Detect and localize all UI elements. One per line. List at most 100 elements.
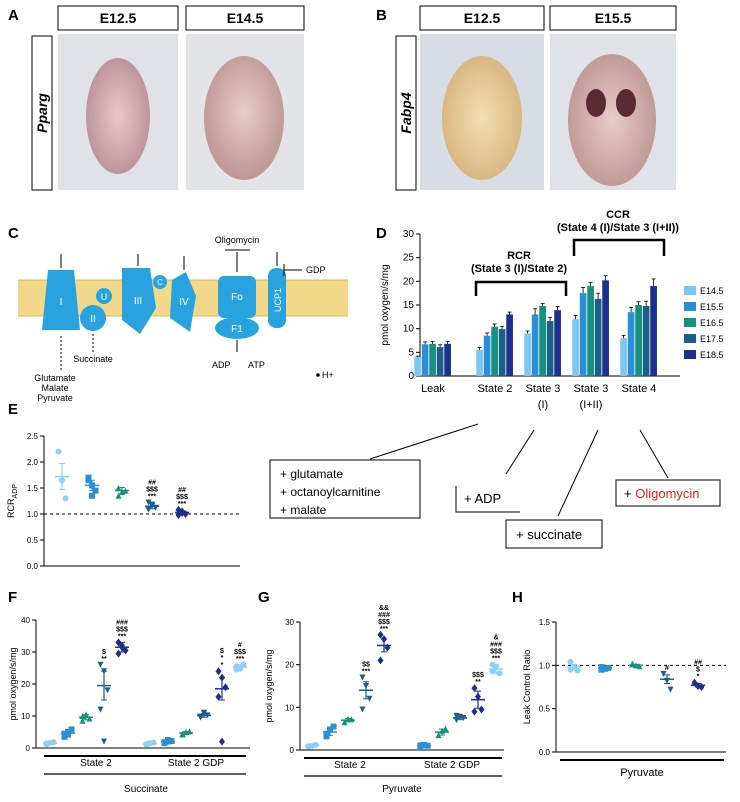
chart-g-significance-mark: *** [380, 626, 388, 633]
chart-h-significance-mark: * [697, 674, 700, 681]
chart-f-x-axis-label: Succinate [124, 784, 168, 795]
embryo-b1 [442, 56, 522, 180]
chart-f-point [79, 717, 86, 724]
oligomycin-label: Oligomycin [215, 235, 260, 245]
chart-d-bar [531, 314, 539, 376]
chart-g-significance-mark: ### [378, 612, 390, 619]
chart-g-cluster-label: State 2 GDP [424, 760, 480, 771]
ccr-bracket [572, 238, 666, 256]
chart-e-point [115, 485, 122, 491]
chart-e-point [55, 448, 62, 455]
callout-line-substrates [369, 423, 479, 460]
chart-d-y-tick-label: 25 [403, 253, 415, 264]
complex-iii-label: III [134, 296, 142, 307]
stage-label-a1: E12.5 [100, 10, 137, 26]
panel-letter-h: H [512, 589, 523, 606]
chart-d-legend-swatch [684, 350, 696, 359]
stage-label-a2: E14.5 [227, 10, 264, 26]
annotations: D RCR (State 3 (I)/State 2) CCR (State 4… [269, 209, 721, 549]
chart-e-y-tick-label: 1.0 [27, 510, 39, 519]
chart-f-y-tick-label: 0 [26, 744, 31, 753]
complex-ii-label: II [90, 314, 96, 325]
chart-g-point [377, 656, 384, 665]
chart-d-legend-label: E18.5 [700, 350, 724, 360]
chart-g-y-tick-label: 10 [285, 703, 294, 712]
chart-g-y-tick-label: 30 [285, 618, 294, 627]
chart-f-point [219, 737, 225, 746]
chart-g-significance-mark: *** [362, 668, 370, 675]
chart-e-point [85, 477, 92, 484]
chart-f-significance-mark: * [221, 662, 224, 669]
panel-letter-d: D [376, 225, 387, 242]
chart-e-significance-mark: $$$ [146, 487, 158, 494]
embryo-a2 [204, 56, 284, 180]
adp-box [455, 486, 520, 513]
chart-e-y-tick-label: 2.5 [27, 432, 39, 441]
chart-d-legend-swatch [684, 286, 696, 295]
chart-f-significance-mark: *** [236, 656, 244, 663]
chart-d-y-axis-label: pmol oxygen/s/mg [380, 264, 391, 345]
chart-f-significance-mark: ** [101, 656, 107, 663]
chart-g-point [359, 674, 366, 681]
ccr-subtitle: (State 4 (I)/State 3 (I+II)) [557, 222, 679, 234]
chart-h-point [598, 666, 605, 673]
complex-iv-label: IV [179, 297, 189, 308]
chart-f-y-axis-label: pmol oxygen/s/mg [8, 647, 18, 720]
chart-e-point [145, 506, 152, 513]
chart-h-point [636, 663, 643, 670]
chart-d-bar [635, 305, 642, 376]
substrate-label-3: Pyruvate [37, 393, 73, 403]
chart-e-point [115, 492, 122, 499]
chart-d-bar [546, 321, 554, 376]
gdp-label: GDP [306, 265, 326, 275]
chart-f-y-tick-label: 40 [21, 616, 30, 625]
chart-d-x-tick-label: State 4 [622, 383, 657, 395]
chart-g-point [453, 712, 460, 719]
chart-d-y-tick-label: 30 [403, 229, 415, 240]
chart-d-legend-label: E16.5 [700, 318, 724, 328]
chart-e-y-tick-label: 2.0 [27, 458, 39, 467]
chart-e-point [89, 492, 95, 499]
oligomycin-box-name: Oligomycin [635, 486, 699, 501]
chart-d-x-tick-sublabel: (I+II) [580, 399, 603, 411]
chart-g-point [323, 730, 330, 737]
chart-d-bar [587, 286, 594, 376]
chart-d-bar [436, 347, 444, 376]
chart-e-significance-mark: $$$ [176, 494, 188, 501]
chart-f-significance-mark: ### [116, 619, 128, 626]
callout-line-succinate [557, 429, 599, 517]
complex-i-shape [42, 270, 80, 330]
chart-d-bar [491, 326, 498, 376]
proton-arrows [60, 249, 302, 372]
chart-g-significance-mark: & [493, 635, 498, 642]
chart-d-bar [429, 343, 436, 376]
chart-e-point [62, 495, 69, 502]
chart-g-significance-mark: ### [490, 642, 502, 649]
chart-g-point [359, 706, 366, 713]
chart-f-point [222, 683, 229, 692]
chart-f-significance-mark: $$$ [116, 626, 128, 633]
chart-g-y-tick-label: 0 [290, 746, 295, 755]
chart-d-x-tick-label: State 3 [574, 383, 609, 395]
substrates-box [269, 459, 421, 519]
chart-d-y-tick-label: 10 [403, 324, 415, 335]
chart-d-bar [602, 280, 609, 376]
chart-f-point [201, 709, 207, 716]
chart-e-y-axis-label-sub: ADP [12, 484, 19, 499]
chart-d-bar [539, 305, 546, 376]
oligomycin-box-label: + Oligomycin [624, 486, 700, 501]
chart-g-point [366, 695, 373, 702]
chart-d-legend-swatch [684, 318, 696, 327]
chart-e-y-tick-label: 0.5 [27, 536, 39, 545]
chart-h-point [660, 671, 667, 677]
chart-f-point [215, 667, 222, 676]
chart-e-point [145, 499, 152, 506]
chart-g-point [496, 670, 503, 677]
chart-f-cluster-label: State 2 GDP [168, 758, 224, 769]
chart-g-significance-mark: && [379, 605, 389, 612]
chart-g-significance-mark: ** [475, 679, 481, 686]
chart-h-significance-mark: # [665, 665, 669, 672]
chart-e-point [175, 511, 182, 520]
chart-f-significance-mark: # [238, 642, 242, 649]
chart-h-y-tick-label: 1.5 [539, 618, 551, 627]
